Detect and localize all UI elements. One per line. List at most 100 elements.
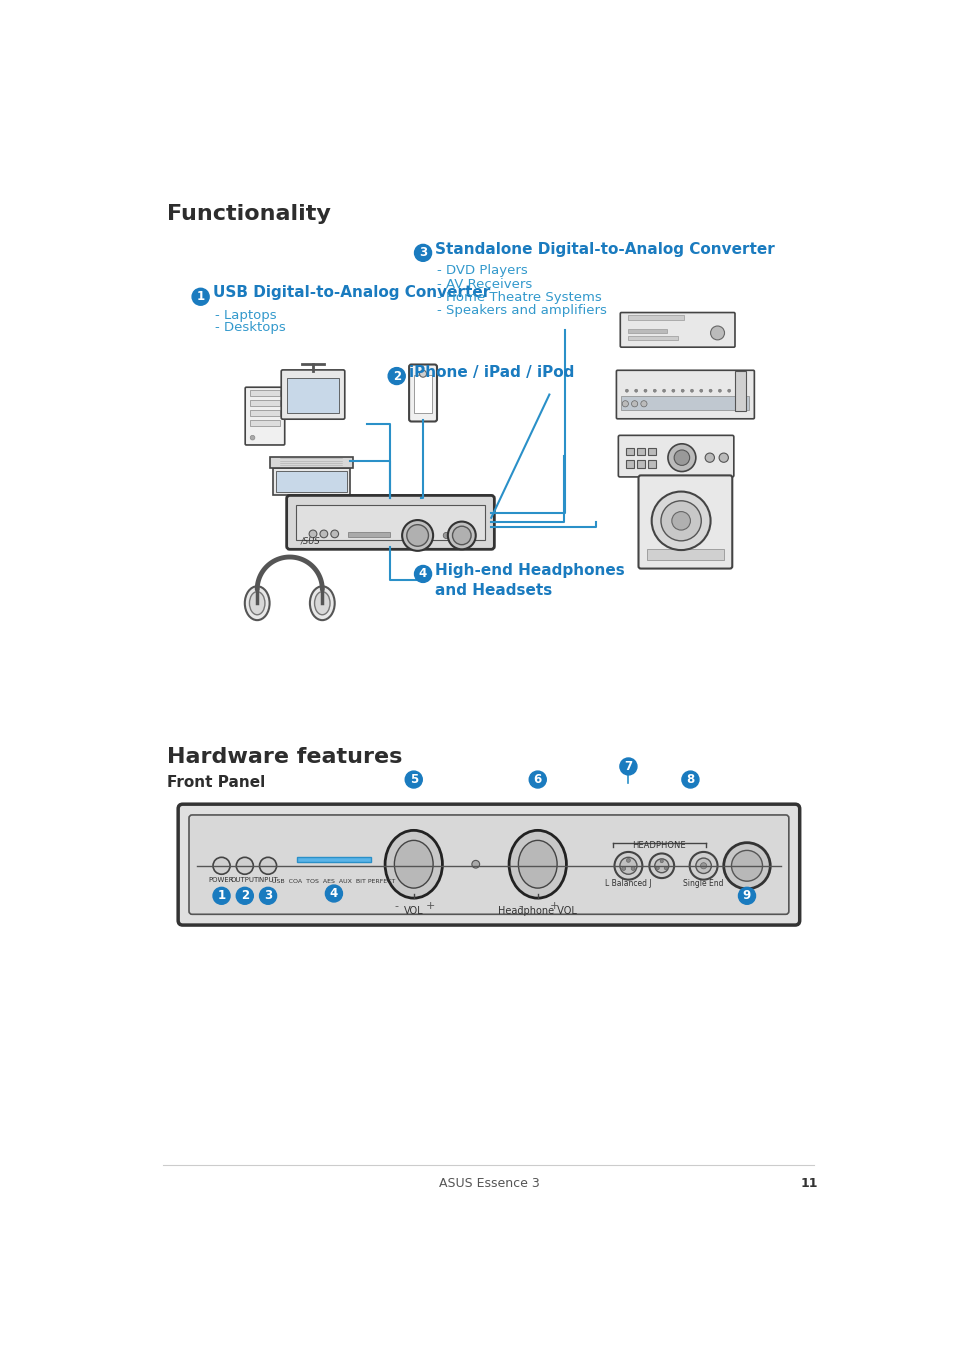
Circle shape xyxy=(619,757,637,775)
Circle shape xyxy=(681,771,699,788)
Text: Single End: Single End xyxy=(682,879,723,888)
Bar xyxy=(646,549,723,560)
Text: Functionality: Functionality xyxy=(167,204,331,224)
Circle shape xyxy=(236,857,253,875)
Bar xyxy=(275,471,347,491)
Circle shape xyxy=(259,857,276,875)
Ellipse shape xyxy=(245,586,270,620)
Bar xyxy=(270,456,353,467)
Bar xyxy=(627,336,678,340)
Circle shape xyxy=(447,521,476,549)
Ellipse shape xyxy=(517,840,557,888)
Circle shape xyxy=(708,389,711,393)
Text: - AV Receivers: - AV Receivers xyxy=(436,278,532,290)
Circle shape xyxy=(656,867,659,869)
Bar xyxy=(637,448,644,455)
Circle shape xyxy=(213,887,230,905)
Circle shape xyxy=(621,867,625,871)
Circle shape xyxy=(695,859,711,873)
Text: and Headsets: and Headsets xyxy=(435,583,552,598)
FancyBboxPatch shape xyxy=(281,370,344,420)
Text: +: + xyxy=(426,900,435,911)
Text: 6: 6 xyxy=(533,774,541,786)
Circle shape xyxy=(659,860,662,863)
Circle shape xyxy=(719,454,728,462)
Text: - Desktops: - Desktops xyxy=(215,321,286,335)
Circle shape xyxy=(699,389,702,393)
Ellipse shape xyxy=(249,591,265,614)
Circle shape xyxy=(643,389,646,393)
Bar xyxy=(414,374,432,413)
Text: -: - xyxy=(518,900,522,911)
Text: -: - xyxy=(395,900,398,911)
Circle shape xyxy=(710,325,723,340)
Circle shape xyxy=(415,566,431,582)
Ellipse shape xyxy=(509,830,566,898)
Bar xyxy=(250,420,279,427)
Text: 9: 9 xyxy=(742,890,750,902)
FancyBboxPatch shape xyxy=(178,805,799,925)
Text: Front Panel: Front Panel xyxy=(167,775,265,790)
Ellipse shape xyxy=(310,586,335,620)
Circle shape xyxy=(415,244,431,262)
Circle shape xyxy=(718,389,720,393)
Circle shape xyxy=(667,444,695,471)
Circle shape xyxy=(619,857,637,875)
FancyBboxPatch shape xyxy=(638,475,732,568)
Text: L Balanced J: L Balanced J xyxy=(604,879,651,888)
Circle shape xyxy=(614,852,641,880)
Text: Headphone VOL: Headphone VOL xyxy=(497,906,577,915)
Circle shape xyxy=(472,860,479,868)
Circle shape xyxy=(731,850,761,882)
Circle shape xyxy=(631,867,635,871)
Text: 4: 4 xyxy=(418,567,427,580)
Text: - Speakers and amplifiers: - Speakers and amplifiers xyxy=(436,304,606,317)
Text: 8: 8 xyxy=(685,774,694,786)
Text: High-end Headphones: High-end Headphones xyxy=(435,563,624,578)
FancyBboxPatch shape xyxy=(619,313,734,347)
Ellipse shape xyxy=(385,830,442,898)
Circle shape xyxy=(309,531,316,537)
Circle shape xyxy=(674,450,689,466)
Circle shape xyxy=(631,401,637,406)
Bar xyxy=(620,396,748,410)
Circle shape xyxy=(723,842,769,888)
Text: 11: 11 xyxy=(800,1177,818,1189)
Circle shape xyxy=(626,859,630,863)
Circle shape xyxy=(700,863,706,869)
Text: 5: 5 xyxy=(409,774,417,786)
Text: INPUT: INPUT xyxy=(257,878,278,883)
Circle shape xyxy=(663,867,667,869)
Bar xyxy=(637,460,644,467)
Text: - Home Theatre Systems: - Home Theatre Systems xyxy=(436,290,601,304)
Circle shape xyxy=(727,389,730,393)
Bar xyxy=(250,410,279,416)
FancyBboxPatch shape xyxy=(286,495,494,549)
Text: 2: 2 xyxy=(393,370,400,382)
Circle shape xyxy=(704,454,714,462)
Text: - DVD Players: - DVD Players xyxy=(436,265,527,277)
Bar xyxy=(627,316,683,320)
Bar xyxy=(250,400,279,406)
Text: 1: 1 xyxy=(217,890,225,902)
Circle shape xyxy=(649,853,674,878)
Circle shape xyxy=(259,887,276,905)
Bar xyxy=(625,448,633,455)
Bar xyxy=(348,532,390,537)
Bar xyxy=(297,856,371,861)
Ellipse shape xyxy=(394,840,433,888)
Text: Standalone Digital-to-Analog Converter: Standalone Digital-to-Analog Converter xyxy=(435,242,775,256)
Circle shape xyxy=(325,886,342,902)
Ellipse shape xyxy=(314,591,330,614)
Circle shape xyxy=(690,389,693,393)
Text: iPhone / iPad / iPod: iPhone / iPad / iPod xyxy=(409,364,574,379)
Circle shape xyxy=(213,857,230,875)
FancyBboxPatch shape xyxy=(616,370,754,418)
Bar xyxy=(286,378,339,413)
FancyBboxPatch shape xyxy=(618,435,733,477)
Bar xyxy=(735,371,745,412)
Circle shape xyxy=(660,501,700,541)
Circle shape xyxy=(236,887,253,905)
Circle shape xyxy=(192,289,209,305)
Text: 1: 1 xyxy=(196,290,205,304)
